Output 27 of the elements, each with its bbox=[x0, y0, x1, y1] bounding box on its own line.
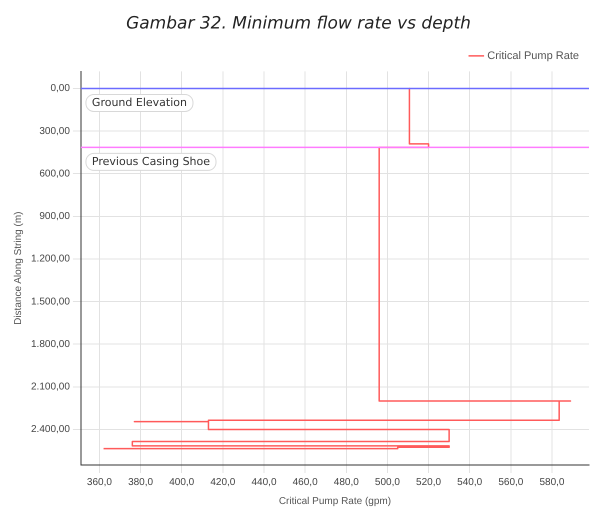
y-tick-label: 300,00 bbox=[39, 126, 70, 137]
x-tick-label: 380,0 bbox=[128, 476, 154, 488]
chart-title: Gambar 32. Minimum flow rate vs depth bbox=[126, 14, 471, 34]
ref-line-label: Ground Elevation bbox=[92, 96, 188, 109]
y-tick-label: 600,00 bbox=[39, 168, 70, 180]
y-tick-label: 1.800,00 bbox=[30, 338, 70, 350]
y-tick-label: 1.500,00 bbox=[30, 296, 70, 308]
x-tick-label: 400,0 bbox=[169, 476, 195, 488]
x-tick-label: 540,0 bbox=[457, 476, 483, 488]
x-tick-label: 500,0 bbox=[374, 476, 400, 488]
x-tick-label: 560,0 bbox=[498, 476, 524, 488]
x-tick-label: 580,0 bbox=[539, 476, 565, 488]
y-axis-title: Distance Along String (m) bbox=[12, 212, 24, 325]
legend-label: Critical Pump Rate bbox=[487, 50, 580, 62]
x-axis-title: Critical Pump Rate (gpm) bbox=[278, 496, 392, 507]
y-tick-label: 0,00 bbox=[50, 83, 70, 94]
x-tick-label: 360,0 bbox=[86, 476, 112, 488]
y-tick-label: 2.400,00 bbox=[30, 424, 70, 436]
x-tick-label: 440,0 bbox=[251, 476, 277, 488]
y-tick-label: 900,00 bbox=[39, 211, 70, 222]
x-tick-label: 520,0 bbox=[416, 476, 442, 488]
x-tick-label: 460,0 bbox=[292, 476, 318, 488]
ref-line-label: Previous Casing Shoe bbox=[92, 154, 210, 168]
x-tick-label: 420,0 bbox=[210, 476, 236, 488]
x-tick-label: 480,0 bbox=[334, 476, 360, 488]
y-tick-label: 1.200,00 bbox=[30, 254, 70, 265]
y-tick-label: 2.100,00 bbox=[30, 382, 70, 393]
